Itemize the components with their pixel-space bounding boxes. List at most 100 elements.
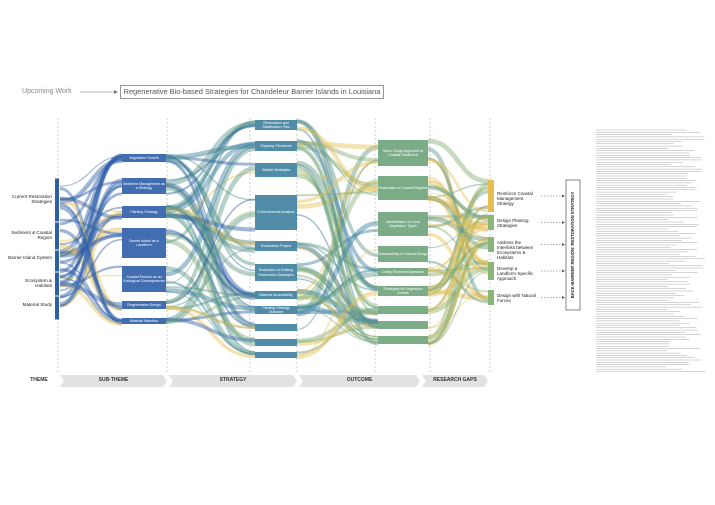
- flow: [59, 283, 123, 326]
- theme-node: [55, 250, 59, 272]
- flow: [427, 187, 489, 292]
- flow: [427, 206, 489, 228]
- stage-label: THEME: [30, 377, 48, 383]
- flow: [165, 288, 256, 311]
- flow: [165, 238, 256, 342]
- flow: [427, 268, 489, 299]
- flow: [59, 182, 123, 307]
- flow: [427, 138, 489, 184]
- flow: [296, 160, 379, 291]
- flow: [59, 213, 123, 243]
- node: [255, 324, 297, 331]
- flow: [59, 154, 123, 308]
- flow: [427, 241, 489, 339]
- flow: [59, 158, 123, 226]
- flow: [296, 174, 379, 289]
- stage-band: [169, 375, 297, 387]
- theme-node: [55, 222, 59, 250]
- node: [378, 306, 428, 314]
- node: [255, 120, 297, 130]
- flow: [296, 297, 379, 329]
- theme-label: Ecosystem & Habitats: [25, 278, 52, 289]
- gap-node: [488, 180, 494, 212]
- flow: [427, 240, 489, 344]
- flow: [165, 146, 256, 160]
- flow: [165, 211, 256, 253]
- flow: [59, 267, 123, 322]
- flow: [427, 176, 489, 264]
- flow: [296, 278, 379, 341]
- side-box: [565, 179, 581, 311]
- flow: [296, 191, 379, 197]
- flow: [296, 268, 379, 338]
- flow: [165, 141, 256, 182]
- gap-label: Design Planting Strategies: [497, 217, 529, 228]
- flow: [165, 156, 256, 272]
- flow: [165, 205, 256, 298]
- flow: [427, 260, 489, 304]
- flow: [165, 147, 256, 285]
- flow: [427, 194, 489, 275]
- flow: [427, 217, 489, 273]
- flow: [296, 179, 379, 302]
- flow: [296, 243, 379, 325]
- flow: [427, 205, 489, 292]
- flow: [165, 204, 256, 277]
- node-label: Material Selection: [129, 318, 159, 323]
- side-label: BACK-BARRIER REGION: RESTORATION STRATEG…: [570, 192, 575, 299]
- flow: [165, 159, 256, 250]
- flow: [59, 262, 123, 322]
- flow: [165, 155, 256, 266]
- node-label: Barrier Island as a Landform: [129, 238, 159, 247]
- flow: [427, 192, 489, 217]
- node-label: Planting Strategy Outcome: [262, 305, 290, 314]
- flow: [296, 139, 379, 273]
- node: [255, 291, 297, 299]
- flow: [165, 290, 256, 355]
- node: [378, 246, 428, 262]
- flow: [296, 265, 379, 329]
- flow: [427, 190, 489, 293]
- flow: [165, 292, 256, 310]
- flow: [59, 215, 123, 264]
- flow: [296, 294, 379, 340]
- node: [378, 268, 428, 276]
- node-label: Sustainability in Natural Design: [378, 251, 428, 256]
- flow: [296, 270, 379, 327]
- arrowhead: [562, 269, 565, 273]
- flow: [59, 218, 123, 236]
- flow: [165, 205, 256, 296]
- flow: [296, 140, 379, 163]
- theme-label: Barrier Island System: [8, 255, 52, 260]
- flow: [165, 144, 256, 159]
- stage-label: RESEARCH GAPS: [433, 377, 477, 383]
- flow: [296, 145, 379, 309]
- flow: [296, 321, 379, 346]
- node-label: Vegetation Growth: [129, 155, 159, 160]
- header-label: Upcoming Work: [22, 88, 72, 95]
- flow: [59, 228, 123, 310]
- flow: [296, 144, 379, 315]
- gap-node: [488, 262, 494, 280]
- flow: [296, 290, 379, 359]
- flow: [296, 274, 379, 338]
- flow: [59, 233, 123, 258]
- flow: [427, 205, 489, 311]
- node-label: Planting Strategy: [130, 209, 158, 214]
- flow: [165, 171, 256, 217]
- flow: [165, 305, 256, 329]
- node: [122, 178, 166, 194]
- node-label: Living Shoreline Approach: [382, 269, 424, 274]
- flow: [165, 121, 256, 187]
- flow: [59, 238, 123, 298]
- header-arrowhead: [114, 90, 118, 94]
- flow: [296, 174, 379, 184]
- flow: [427, 216, 489, 289]
- flow: [296, 147, 379, 309]
- flow: [165, 154, 256, 308]
- flow: [59, 213, 123, 291]
- flow: [59, 155, 123, 253]
- node-label: Restoration Project: [260, 243, 292, 248]
- node: [378, 321, 428, 329]
- node: [255, 163, 297, 177]
